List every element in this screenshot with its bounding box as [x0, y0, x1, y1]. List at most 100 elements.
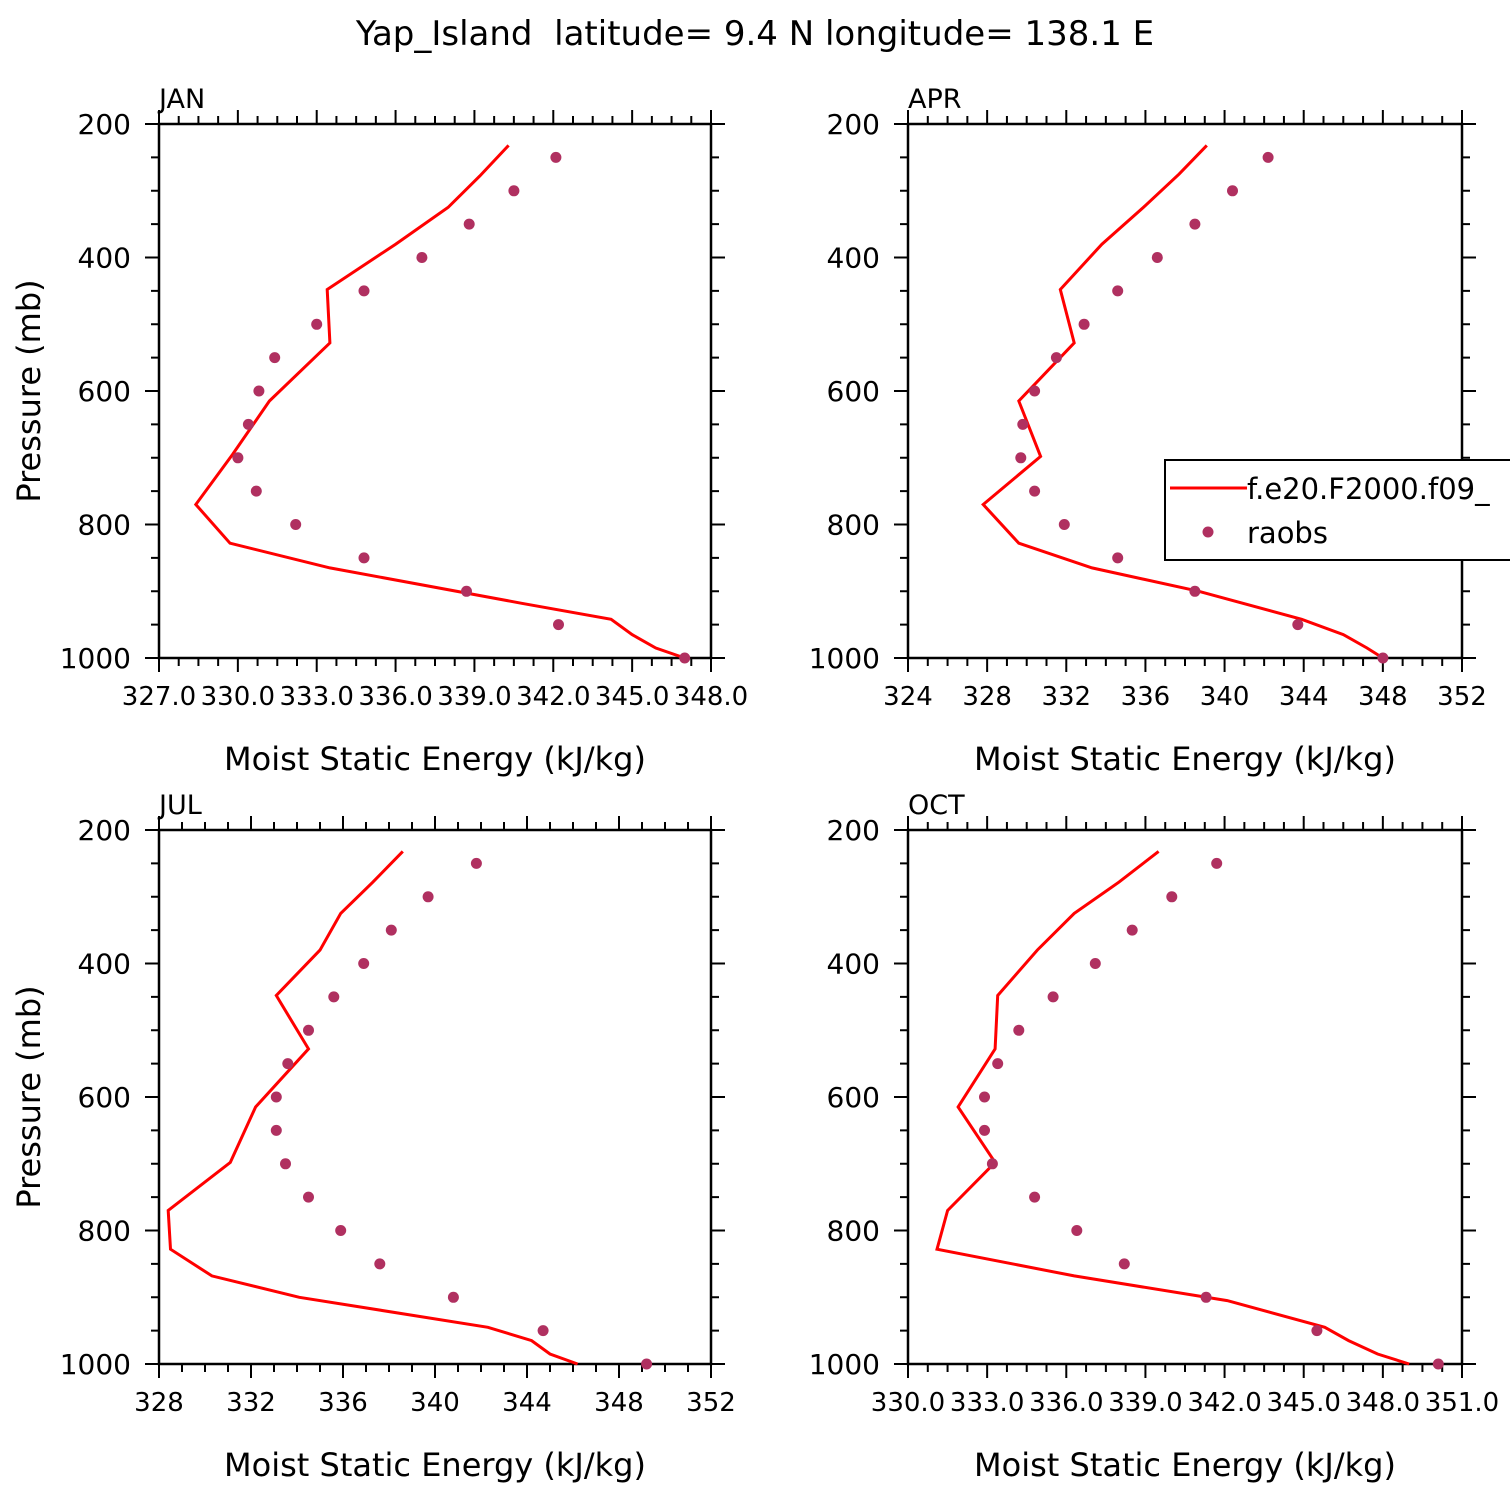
- raobs-point: [461, 585, 472, 597]
- x-tick-label: 348: [1358, 682, 1408, 712]
- raobs-point: [1047, 991, 1059, 1003]
- raobs-point: [1058, 519, 1070, 530]
- x-tick-label: 336.0: [1029, 1388, 1103, 1418]
- raobs-point: [416, 252, 428, 263]
- y-tick-label: 600: [827, 1081, 880, 1114]
- raobs-point: [335, 1225, 347, 1236]
- x-tick-label: 342.0: [516, 682, 590, 712]
- raobs-point: [1227, 185, 1238, 197]
- y-tick-label: 200: [827, 108, 880, 141]
- raobs-point: [537, 1325, 549, 1337]
- raobs-point: [1071, 1225, 1083, 1236]
- raobs-point: [1262, 151, 1274, 163]
- raobs-point: [253, 385, 265, 397]
- figure-title: Yap_Island latitude= 9.4 N longitude= 13…: [355, 14, 1154, 54]
- x-tick-label: 339.0: [437, 682, 511, 712]
- x-tick-label: 340: [1200, 682, 1250, 712]
- x-tick-label: 352: [1437, 682, 1487, 712]
- y-tick-label: 1000: [809, 642, 880, 675]
- raobs-point: [992, 1058, 1004, 1070]
- x-tick-label: 340: [410, 1388, 460, 1418]
- x-tick-label: 333.0: [279, 682, 353, 712]
- x-tick-label: 339.0: [1108, 1388, 1182, 1418]
- x-tick-label: 351.0: [1425, 1388, 1499, 1418]
- raobs-point: [1013, 1024, 1025, 1036]
- legend: f.e20.F2000.f09_raobs: [1164, 459, 1510, 561]
- legend-box: [1164, 459, 1510, 561]
- x-tick-label: 327.0: [122, 682, 196, 712]
- x-tick-label: 348.0: [674, 682, 748, 712]
- raobs-point: [282, 1058, 294, 1070]
- x-tick-label: 336.0: [358, 682, 432, 712]
- raobs-point: [290, 519, 302, 530]
- raobs-point: [358, 958, 370, 969]
- raobs-point: [641, 1358, 653, 1370]
- x-tick-label: 328: [962, 682, 1012, 712]
- y-tick-label: 800: [78, 1215, 131, 1248]
- raobs-point: [463, 218, 475, 230]
- y-tick-label: 800: [827, 1215, 880, 1248]
- x-tick-label: 332: [226, 1388, 276, 1418]
- x-tick-label: 345.0: [1266, 1388, 1340, 1418]
- raobs-point: [1189, 585, 1201, 597]
- raobs-point: [1112, 552, 1124, 564]
- raobs-point: [553, 619, 564, 631]
- x-tick-label: 330.0: [871, 1388, 945, 1418]
- raobs-point: [1017, 418, 1029, 430]
- raobs-point: [242, 418, 254, 430]
- x-axis-label: Moist Static Energy (kJ/kg): [974, 1446, 1396, 1484]
- raobs-point: [311, 318, 323, 330]
- y-tick-label: 1000: [60, 642, 131, 675]
- y-tick-label: 800: [827, 509, 880, 542]
- y-tick-label: 200: [78, 108, 131, 141]
- y-tick-label: 400: [78, 948, 131, 981]
- raobs-point: [1029, 485, 1041, 497]
- y-tick-label: 1000: [60, 1348, 131, 1381]
- y-tick-label: 400: [827, 948, 880, 981]
- y-tick-label: 600: [78, 1081, 131, 1114]
- x-tick-label: 336: [318, 1388, 368, 1418]
- x-tick-label: 333.0: [950, 1388, 1024, 1418]
- panel-label: APR: [908, 84, 962, 115]
- raobs-point: [358, 552, 370, 564]
- raobs-point: [250, 485, 262, 497]
- raobs-point: [232, 452, 244, 464]
- raobs-point: [269, 352, 281, 364]
- raobs-point: [1311, 1325, 1323, 1337]
- raobs-point: [986, 1158, 998, 1170]
- y-tick-label: 400: [78, 242, 131, 275]
- raobs-point: [1151, 252, 1163, 263]
- raobs-point: [303, 1024, 314, 1036]
- raobs-point: [374, 1258, 386, 1270]
- raobs-point: [447, 1291, 459, 1303]
- raobs-point: [303, 1191, 314, 1203]
- raobs-point: [1189, 218, 1201, 230]
- panel-oct: 200 400 600 800 1000 330.0 333.0 336.0 339.0 342.…: [809, 790, 1499, 1484]
- raobs-point: [1166, 891, 1178, 903]
- x-axis-label: Moist Static Energy (kJ/kg): [224, 1446, 646, 1484]
- raobs-point: [1050, 352, 1062, 364]
- raobs-point: [1029, 385, 1041, 397]
- raobs-point: [270, 1091, 282, 1103]
- legend-point-swatch: [1202, 526, 1214, 538]
- raobs-point: [1211, 857, 1223, 869]
- x-tick-label: 348: [594, 1388, 644, 1418]
- raobs-point: [1432, 1358, 1444, 1370]
- raobs-point: [1118, 1258, 1130, 1270]
- y-tick-label: 200: [827, 814, 880, 847]
- raobs-point: [1015, 452, 1027, 464]
- raobs-point: [508, 185, 520, 197]
- y-tick-label: 200: [78, 814, 131, 847]
- x-tick-label: 336: [1121, 682, 1171, 712]
- panel-jan: 200 400 600 800 1000 327.0 330.0 333.0 336.0 339.…: [10, 84, 748, 778]
- y-tick-label: 1000: [809, 1348, 880, 1381]
- y-tick-label: 400: [827, 242, 880, 275]
- raobs-point: [1112, 285, 1124, 297]
- raobs-point: [470, 857, 482, 869]
- x-tick-label: 328: [134, 1388, 184, 1418]
- raobs-point: [1078, 318, 1090, 330]
- raobs-point: [679, 652, 691, 664]
- x-tick-label: 344: [1279, 682, 1329, 712]
